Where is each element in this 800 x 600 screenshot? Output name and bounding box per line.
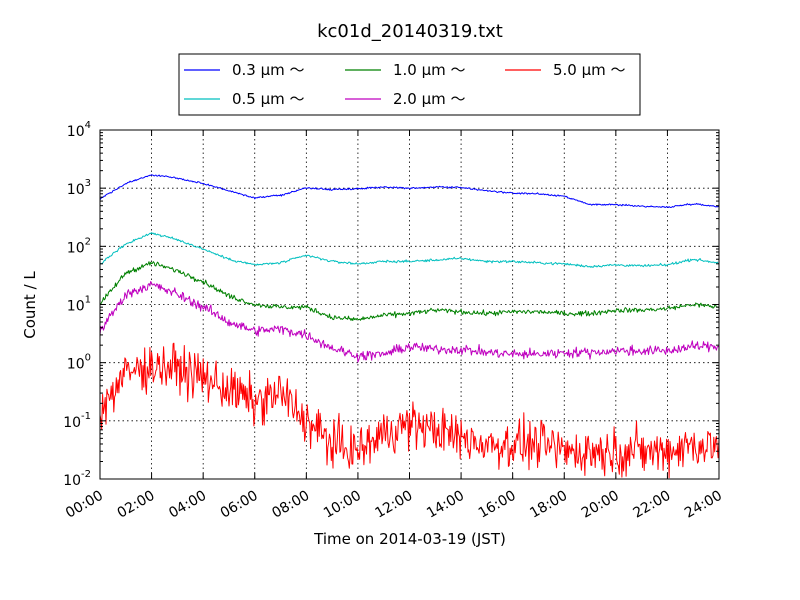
x-tick-label: 16:00 <box>476 488 519 522</box>
y-tick-label: 101 <box>67 295 91 315</box>
x-tick-label: 04:00 <box>166 488 209 522</box>
legend-label: 1.0 μm ～ <box>393 61 466 79</box>
chart-title: kc01d_20140319.txt <box>317 21 503 42</box>
legend-box <box>178 53 641 116</box>
legend-label: 2.0 μm ～ <box>393 90 466 108</box>
x-tick-label: 20:00 <box>579 488 622 522</box>
y-tick-label: 100 <box>67 353 91 373</box>
y-tick-label: 10-2 <box>63 469 91 489</box>
series-line <box>99 342 720 479</box>
y-tick-label: 104 <box>67 120 91 140</box>
axis-ticks <box>99 129 720 480</box>
legend-label: 0.5 μm ～ <box>232 90 305 108</box>
legend-label: 5.0 μm ～ <box>553 61 626 79</box>
x-tick-label: 08:00 <box>269 488 312 522</box>
x-tick-label: 00:00 <box>63 488 106 522</box>
x-tick-label: 06:00 <box>218 488 261 522</box>
x-axis-label: Time on 2014-03-19 (JST) <box>313 530 506 548</box>
y-tick-label: 102 <box>67 236 91 256</box>
y-tick-label: 103 <box>67 178 91 198</box>
y-tick-labels: 10-2 10-1 100 101 102 103 104 <box>63 120 91 489</box>
x-tick-label: 18:00 <box>527 488 570 522</box>
legend-label: 0.3 μm ～ <box>232 61 305 79</box>
y-tick-label: 10-1 <box>63 411 91 431</box>
series-line <box>99 261 720 321</box>
x-tick-label: 10:00 <box>321 488 364 522</box>
x-tick-label: 14:00 <box>424 488 467 522</box>
x-tick-labels: 00:00 02:00 04:00 06:00 08:00 10:00 12:00 14:00… <box>63 488 725 522</box>
x-tick-label: 24:00 <box>682 488 725 522</box>
y-axis-label: Count / L <box>21 271 39 339</box>
x-tick-label: 02:00 <box>115 488 158 522</box>
x-tick-label: 22:00 <box>630 488 673 522</box>
series-lines <box>99 174 720 479</box>
x-tick-label: 12:00 <box>373 488 416 522</box>
series-line <box>99 281 720 363</box>
series-line <box>99 174 720 208</box>
series-line <box>99 232 720 268</box>
legend: 0.3 μm ～ 0.5 μm ～ 1.0 μm ～ 2.0 μm ～ 5.0 μm ～ <box>178 53 641 116</box>
